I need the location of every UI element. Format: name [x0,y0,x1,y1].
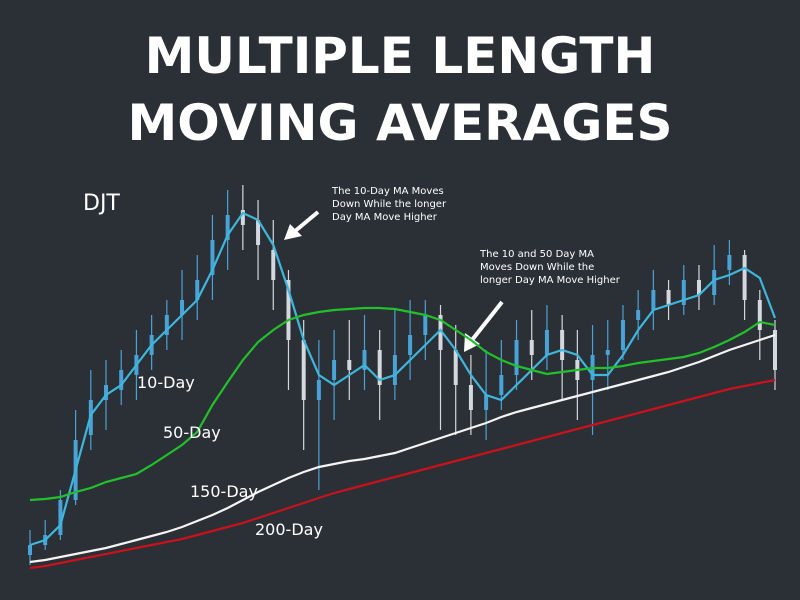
candle-body [773,330,777,370]
annotation: Day MA Move Higher [332,212,438,223]
candle-body [104,385,109,400]
ma-label: 10-Day [137,373,195,392]
candle-body [408,335,413,355]
annotation: Down While the longer [332,199,447,210]
candle-body [362,350,367,370]
ma-line [29,306,776,502]
candle-body [164,315,169,335]
candle-body [438,315,443,350]
annotation: The 10 and 50 Day MA [479,249,594,260]
candle-body [514,340,519,375]
chart-title: MULTIPLE LENGTH [145,27,656,85]
ma-line [29,333,776,564]
candle-body [286,280,291,340]
candle-body [757,300,762,330]
annotation-arrow [284,210,320,240]
candle-body [544,330,549,355]
ma-label: 200-Day [255,520,323,539]
candle-body [195,280,200,300]
candle-body [423,315,428,335]
candle-body [301,340,306,400]
annotation: Moves Down While the [480,262,594,273]
candle-body [240,210,245,225]
candle-body [256,220,261,245]
candle-body [377,350,382,385]
candle-body [453,350,458,385]
candle-body [681,280,686,305]
candle-body [58,500,63,535]
candle-body [651,290,656,310]
candle-body [332,360,337,380]
ma-label: 50-Day [163,423,221,442]
candle-body [712,270,717,295]
ma-line [29,211,777,547]
candle-body [742,255,747,300]
candle-body [560,330,565,360]
candle-body [225,215,230,240]
ma-label: 150-Day [190,482,258,501]
candle-body [499,375,504,395]
candle-body [347,360,352,370]
candle-body [468,385,473,410]
candle-body [180,300,185,315]
candle-body [696,280,701,295]
candle-body [271,250,276,280]
candle-body [605,350,610,355]
candle-body [620,320,625,350]
plot-area [28,185,777,570]
symbol: DJT [83,191,120,216]
ma-line [29,378,776,570]
candle-body [636,310,641,320]
chart-title: MOVING AVERAGES [127,94,672,152]
candle-body [28,545,32,555]
candle-body [666,290,671,305]
candle-body [727,255,732,270]
candle-body [119,370,124,390]
candle-body [316,380,321,400]
candle-body [529,340,534,355]
annotation: The 10-Day MA Moves [331,186,444,197]
candle-body [484,395,489,410]
candle-body [392,355,397,385]
candle-body [210,240,215,275]
annotation: longer Day MA Move Higher [480,275,621,286]
